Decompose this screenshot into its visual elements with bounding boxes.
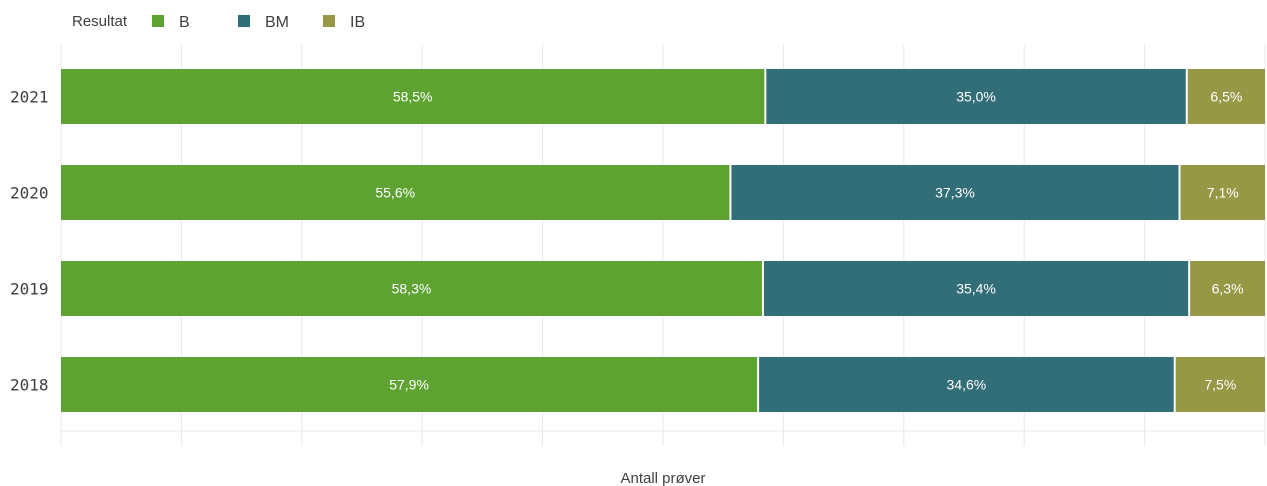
bar-label: 7,1% xyxy=(1207,185,1239,201)
bar-bm-2019 xyxy=(763,261,1189,316)
year-label: 2018 xyxy=(10,376,49,395)
year-labels: 2021 2020 2019 2018 xyxy=(10,88,49,395)
legend-swatch-ib xyxy=(323,15,335,27)
bar-bm-2021 xyxy=(766,69,1186,124)
year-label: 2020 xyxy=(10,184,49,203)
bar-label: 7,5% xyxy=(1204,377,1236,393)
year-label: 2021 xyxy=(10,88,49,107)
bar-label: 35,4% xyxy=(956,281,996,297)
bar-bm-2020 xyxy=(731,165,1179,220)
legend-label-b: B xyxy=(179,14,190,31)
bar-label: 57,9% xyxy=(389,377,429,393)
bar-ib-2020 xyxy=(1180,165,1265,220)
bar-b-2019 xyxy=(61,261,762,316)
bar-b-2018 xyxy=(61,357,758,412)
bar-b-2020 xyxy=(61,165,730,220)
bar-ib-2019 xyxy=(1190,261,1265,316)
bar-ib-2021 xyxy=(1187,69,1265,124)
bars: 58,5% 35,0% 6,5% 55,6% 37,3% 7,1% 58,3% 35,4% 6,… xyxy=(61,69,1265,412)
bar-label: 55,6% xyxy=(375,185,415,201)
bar-label: 34,6% xyxy=(947,377,987,393)
year-label: 2019 xyxy=(10,280,49,299)
bar-label: 58,5% xyxy=(393,89,433,105)
bar-label: 37,3% xyxy=(935,185,975,201)
legend-label-bm: BM xyxy=(265,14,289,31)
legend-swatch-b xyxy=(152,15,164,27)
bar-bm-2018 xyxy=(759,357,1174,412)
legend-swatch-bm xyxy=(238,15,250,27)
bar-ib-2018 xyxy=(1175,357,1265,412)
bar-b-2021 xyxy=(61,69,765,124)
bar-label: 6,3% xyxy=(1212,281,1244,297)
legend: Resultat B BM IB xyxy=(72,13,365,31)
bar-label: 58,3% xyxy=(392,281,432,297)
x-axis-title: Antall prøver xyxy=(620,470,705,486)
legend-label-ib: IB xyxy=(350,14,365,31)
legend-title: Resultat xyxy=(72,13,128,30)
bar-label: 35,0% xyxy=(956,89,996,105)
bar-label: 6,5% xyxy=(1210,89,1242,105)
